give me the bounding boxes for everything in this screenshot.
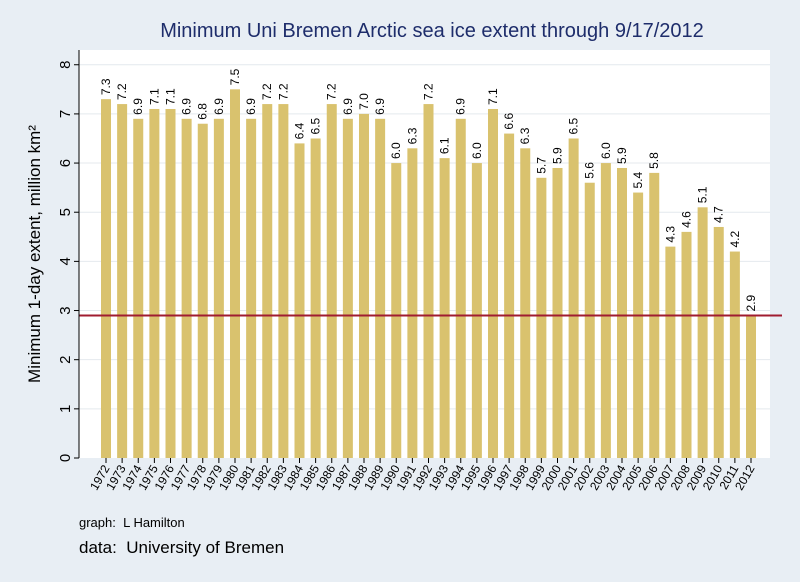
bar-1982: [262, 104, 273, 458]
data-label-1980: 7.5: [228, 68, 242, 85]
bar-1984: [294, 143, 305, 458]
bar-1992: [423, 104, 434, 458]
data-label-1998: 6.3: [518, 127, 532, 144]
data-label-1990: 6.0: [389, 142, 403, 159]
data-label-1996: 7.1: [486, 88, 500, 105]
data-label-1999: 5.7: [534, 157, 548, 174]
bar-1972: [101, 99, 111, 459]
bar-1991: [407, 148, 418, 459]
data-label-1976: 7.1: [164, 88, 178, 105]
bar-1995: [471, 163, 482, 458]
data-label-1982: 7.2: [260, 83, 274, 100]
data-credit: data: University of Bremen: [79, 538, 285, 557]
y-tick-label: 2: [57, 356, 74, 364]
data-label-1991: 6.3: [405, 127, 419, 144]
data-label-1984: 6.4: [293, 122, 307, 139]
bar-1981: [246, 118, 257, 458]
bar-1986: [326, 104, 337, 458]
data-labels: 7.3 7.26.97.1 7.16.9 6.8 6.97.56.97.2 7.26.4 6…: [99, 68, 758, 311]
bar-1977: [181, 118, 192, 458]
data-label-2010: 4.7: [712, 206, 726, 223]
bar-1979: [213, 118, 224, 458]
bar-1990: [391, 163, 402, 458]
bar-1988: [359, 113, 369, 458]
bar-2002: [584, 182, 595, 458]
data-label-2009: 5.1: [696, 186, 710, 203]
data-label-2004: 5.9: [615, 147, 629, 164]
data-label-2002: 5.6: [583, 162, 597, 179]
bar-1996: [488, 108, 498, 459]
y-axis-title: Minimum 1-day extent, million km²: [25, 125, 44, 383]
y-tick-label: 7: [57, 110, 74, 118]
y-tick-label: 5: [57, 208, 74, 216]
bar-1983: [278, 104, 289, 458]
y-axis-ticks: 0 1 2 3 4 5 6 7 8: [57, 61, 79, 462]
bar-2009: [697, 207, 708, 458]
bar-2005: [633, 192, 644, 459]
data-label-2001: 6.5: [567, 117, 581, 134]
bar-1976: [165, 108, 176, 459]
bar-2001: [568, 138, 579, 458]
data-label-2000: 5.9: [551, 147, 565, 164]
data-label-2005: 5.4: [631, 172, 645, 189]
bar-1989: [375, 118, 386, 458]
data-label-1973: 7.2: [115, 83, 129, 100]
y-tick-label: 3: [57, 306, 74, 314]
bar-2008: [681, 231, 692, 458]
data-label-1974: 6.9: [131, 98, 145, 115]
data-label-2006: 5.8: [647, 152, 661, 169]
y-tick-label: 8: [57, 61, 74, 69]
bar-1974: [133, 118, 144, 458]
data-label-1993: 6.1: [438, 137, 452, 154]
data-label-1989: 6.9: [373, 98, 387, 115]
bar-2012: [746, 315, 756, 458]
data-label-1994: 6.9: [454, 98, 468, 115]
bar-2000: [552, 167, 563, 459]
bar-2003: [600, 163, 611, 458]
data-label-1978: 6.8: [196, 103, 210, 120]
bar-1985: [310, 138, 321, 458]
data-label-1979: 6.9: [212, 98, 226, 115]
data-label-2003: 6.0: [599, 142, 613, 159]
data-label-1995: 6.0: [470, 142, 484, 159]
data-label-1997: 6.6: [502, 113, 516, 130]
data-label-1985: 6.5: [309, 117, 323, 134]
y-tick-label: 0: [57, 454, 74, 462]
bars: [101, 89, 756, 459]
y-tick-label: 6: [57, 159, 74, 167]
data-label-1987: 6.9: [341, 98, 355, 115]
bar-1987: [342, 118, 353, 458]
bar-1973: [117, 104, 128, 458]
bar-1998: [520, 148, 531, 459]
data-label-2007: 4.3: [663, 226, 677, 243]
bar-1994: [455, 118, 466, 458]
bar-2004: [617, 167, 627, 459]
data-label-2011: 4.2: [728, 231, 742, 248]
data-label-1972: 7.3: [99, 78, 113, 95]
bar-1999: [536, 177, 547, 458]
bar-1997: [504, 133, 515, 458]
data-label-1983: 7.2: [276, 83, 290, 100]
data-label-1977: 6.9: [180, 98, 194, 115]
graph-credit: graph: L Hamilton: [79, 515, 185, 530]
bar-2011: [729, 251, 740, 458]
bar-2007: [665, 246, 676, 458]
bar-1980: [230, 89, 240, 458]
data-label-1986: 7.2: [325, 83, 339, 100]
data-label-2008: 4.6: [680, 211, 694, 228]
data-label-1988: 7.0: [357, 93, 371, 110]
y-tick-label: 1: [57, 405, 74, 413]
data-label-1975: 7.1: [147, 88, 161, 105]
data-label-1981: 6.9: [244, 98, 258, 115]
bar-2010: [713, 226, 724, 458]
data-label-2012: 2.9: [744, 294, 758, 311]
data-label-1992: 7.2: [422, 83, 436, 100]
bar-1975: [149, 108, 160, 459]
x-axis-ticks: 1972197319741975197619771978197919801981…: [87, 458, 758, 493]
bar-1978: [197, 123, 208, 459]
y-tick-label: 4: [57, 257, 74, 265]
chart-title: Minimum Uni Bremen Arctic sea ice extent…: [160, 20, 704, 42]
bar-1993: [439, 158, 450, 458]
